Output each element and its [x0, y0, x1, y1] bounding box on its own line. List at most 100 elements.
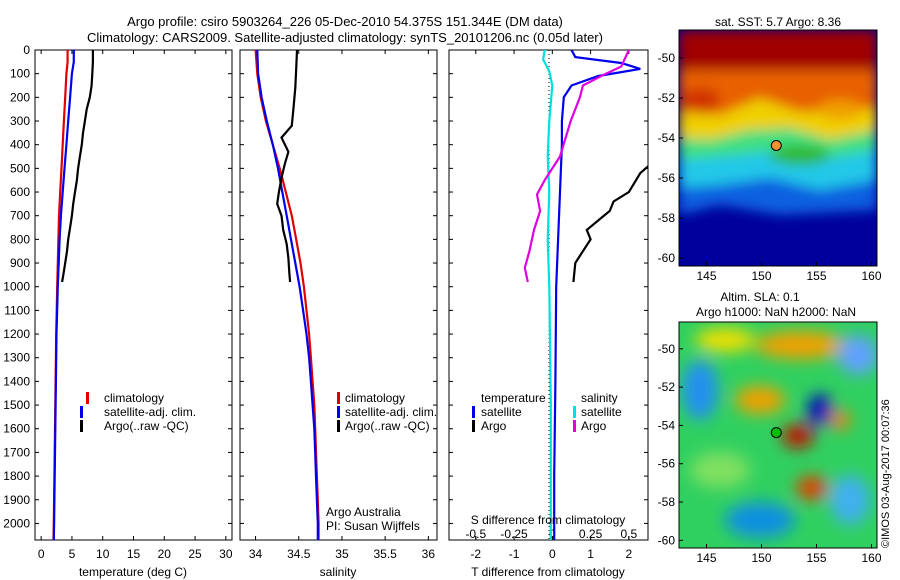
sla-map-subtitle: Argo h1000: NaN h2000: NaN [696, 305, 856, 319]
y-tick-label: 700 [10, 209, 30, 223]
x-tick-label: 15 [127, 547, 141, 561]
x-tick-label: -0.5 [465, 527, 486, 541]
map-lat-label: -60 [658, 251, 676, 265]
map-lon-label: 150 [751, 551, 771, 565]
y-tick-label: 1800 [3, 469, 30, 483]
salinity-xlabel: salinity [320, 565, 357, 579]
map-lat-label: -54 [658, 418, 676, 432]
legend-label-satellite: satellite-adj. clim. [345, 405, 437, 419]
temperature-panel: 0100200300400500600700800900100011001200… [3, 43, 233, 579]
argo-float-marker [770, 140, 782, 151]
y-tick-label: 1900 [3, 493, 30, 507]
y-tick-label: 1600 [3, 422, 30, 436]
x-tick-label: 5 [69, 547, 76, 561]
salinity-series [254, 50, 320, 540]
y-tick-label: 900 [10, 256, 30, 270]
salinity-depth-ticks [240, 49, 437, 524]
salinity-difference-x-axis: -0.5 -0.25 0 0.25 0.5 [465, 527, 637, 541]
x-tick-label: 0 [549, 527, 556, 541]
difference-series [523, 50, 648, 540]
series-line-satellite-1 [52, 50, 75, 540]
map-lat-label: -50 [658, 342, 676, 356]
y-tick-label: 1400 [3, 374, 30, 388]
map-lon-label: 155 [806, 551, 826, 565]
map-lon-label: 145 [696, 551, 716, 565]
x-tick-label: 0.25 [579, 527, 603, 541]
series-line-satellite-0 [553, 50, 641, 540]
x-tick-label: 20 [158, 547, 172, 561]
temperature-series [52, 50, 94, 540]
y-tick-label: 1100 [4, 303, 30, 317]
y-tick-label: 800 [10, 232, 30, 246]
sst-map-lon-axis: 145 150 155 160 [696, 262, 882, 283]
map-lat-label: -52 [658, 380, 676, 394]
series-line-argo-2 [61, 50, 94, 283]
series-line-argo-2 [276, 50, 299, 283]
legend-title-temperature: temperature [481, 391, 546, 405]
y-tick-label: 200 [10, 90, 30, 104]
s-difference-xlabel: S difference from climatology [471, 513, 626, 527]
y-tick-label: 400 [10, 138, 30, 152]
salinity-axes-frame [239, 49, 438, 541]
legend-swatch-temperature-satellite [472, 406, 475, 418]
x-tick-label: 30 [219, 547, 233, 561]
y-tick-label: 300 [10, 114, 30, 128]
legend-swatch-temperature-argo [472, 420, 475, 432]
y-tick-label: 1200 [3, 327, 30, 341]
x-tick-label: 1 [587, 547, 594, 561]
map-lat-label: -58 [658, 211, 676, 225]
salinity-x-axis: 34 34.5 35 35.5 36 [249, 50, 435, 561]
legend-label-temperature-argo: Argo [481, 419, 507, 433]
salinity-legend: climatology satellite-adj. clim. Argo(..… [337, 391, 437, 433]
legend-swatch-argo [80, 420, 83, 432]
y-tick-label: 600 [10, 185, 30, 199]
argo-credit-line-1: Argo Australia [326, 505, 401, 519]
map-lon-label: 155 [806, 269, 826, 283]
legend-swatch-salinity-satellite [573, 406, 576, 418]
series-line-satellite-1 [256, 50, 319, 540]
sla-map-lat-axis: -50 -52 -54 -56 -58 -60 [658, 342, 683, 547]
imos-watermark: ©IMOS 03-Aug-2017 00:07:36 [880, 399, 892, 548]
difference-legend: temperature salinity satellite Argo sate… [472, 391, 622, 433]
temperature-legend: climatology satellite-adj. clim. Argo(..… [80, 391, 196, 433]
map-lat-label: -52 [658, 91, 676, 105]
sst-map-title: sat. SST: 5.7 Argo: 8.36 [715, 15, 841, 29]
legend-swatch-salinity-argo [573, 420, 576, 432]
legend-label-argo: Argo(..raw -QC) [104, 419, 189, 433]
sst-map-lat-axis: -50 -52 -54 -56 -58 -60 [658, 51, 683, 265]
map-lat-label: -56 [658, 171, 676, 185]
map-lat-label: -60 [658, 533, 676, 547]
y-tick-label: 1300 [3, 351, 30, 365]
x-tick-label: -0.25 [500, 527, 528, 541]
map-lon-label: 160 [861, 551, 881, 565]
series-line-salinity_satellite-2 [541, 50, 554, 540]
x-tick-label: 0 [549, 547, 556, 561]
sla-map-title: Altim. SLA: 0.1 [720, 290, 800, 304]
x-tick-label: 34.5 [287, 547, 311, 561]
legend-swatch-satellite [337, 406, 340, 418]
x-tick-label: 25 [188, 547, 202, 561]
legend-title-salinity: salinity [581, 391, 618, 405]
sst-map-frame [678, 29, 878, 267]
y-tick-label: 1500 [3, 398, 30, 412]
map-lat-label: -54 [658, 131, 676, 145]
sla-map-frame [678, 321, 878, 549]
map-lon-label: 150 [751, 269, 771, 283]
salinity-panel: 34 34.5 35 35.5 36 salinity climatology sate… [239, 49, 438, 579]
sla-map-panel: Altim. SLA: 0.1 Argo h1000: NaN h2000: N… [658, 290, 882, 565]
difference-depth-ticks [449, 49, 648, 524]
legend-swatch-climatology [337, 392, 340, 404]
map-lat-label: -50 [658, 51, 676, 65]
x-tick-label: -1 [509, 547, 520, 561]
argo-credit-line-2: PI: Susan Wijffels [326, 519, 420, 533]
legend-label-salinity-argo: Argo [581, 419, 607, 433]
difference-panel: -2 -1 0 1 2 -0.5 -0.25 0 0.25 0.5 S difference f… [448, 49, 649, 579]
y-tick-label: 100 [10, 67, 30, 81]
legend-swatch-climatology [86, 392, 89, 404]
y-tick-label: 2000 [3, 516, 30, 530]
x-tick-label: 2 [626, 547, 633, 561]
y-tick-label: 1000 [3, 280, 30, 294]
legend-label-salinity-satellite: satellite [581, 405, 622, 419]
temperature-xlabel: temperature (deg C) [79, 565, 187, 579]
